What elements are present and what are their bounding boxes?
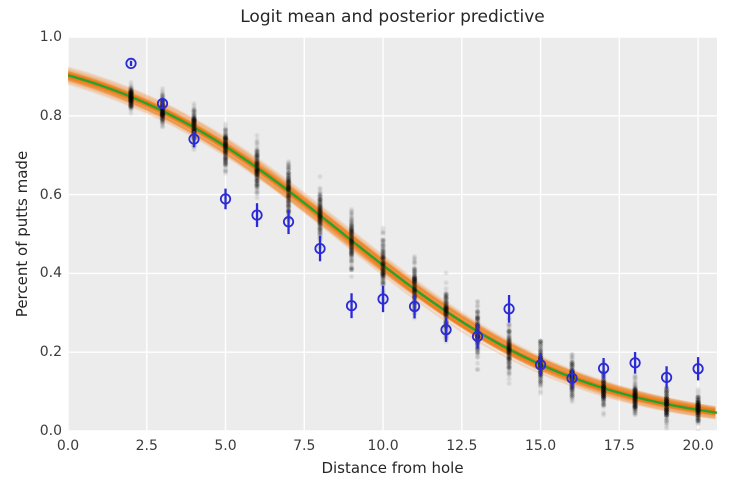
- y-tick-label: 0.0: [39, 423, 62, 439]
- x-tick-label: 0.0: [56, 438, 80, 454]
- x-tick-label: 15.0: [524, 438, 557, 454]
- x-tick-label: 5.0: [214, 438, 237, 454]
- y-tick-label: 0.2: [39, 344, 62, 361]
- y-tick-label: 0.6: [39, 186, 62, 203]
- y-tick-label: 0.8: [39, 107, 62, 124]
- chart-title: Logit mean and posterior predictive: [240, 7, 545, 27]
- y-tick-label: 0.4: [39, 265, 62, 282]
- x-tick-label: 7.5: [293, 438, 316, 454]
- y-tick-label: 1.0: [39, 29, 62, 45]
- x-tick-label: 12.5: [446, 438, 478, 454]
- x-tick-label: 17.5: [603, 438, 635, 454]
- x-axis-label: Distance from hole: [321, 459, 464, 477]
- plot-area: [68, 37, 717, 431]
- y-axis-label: Percent of putts made: [13, 150, 31, 318]
- x-tick-label: 10.0: [367, 438, 399, 454]
- x-tick-label: 20.0: [682, 438, 714, 454]
- x-tick-label: 2.5: [135, 438, 158, 454]
